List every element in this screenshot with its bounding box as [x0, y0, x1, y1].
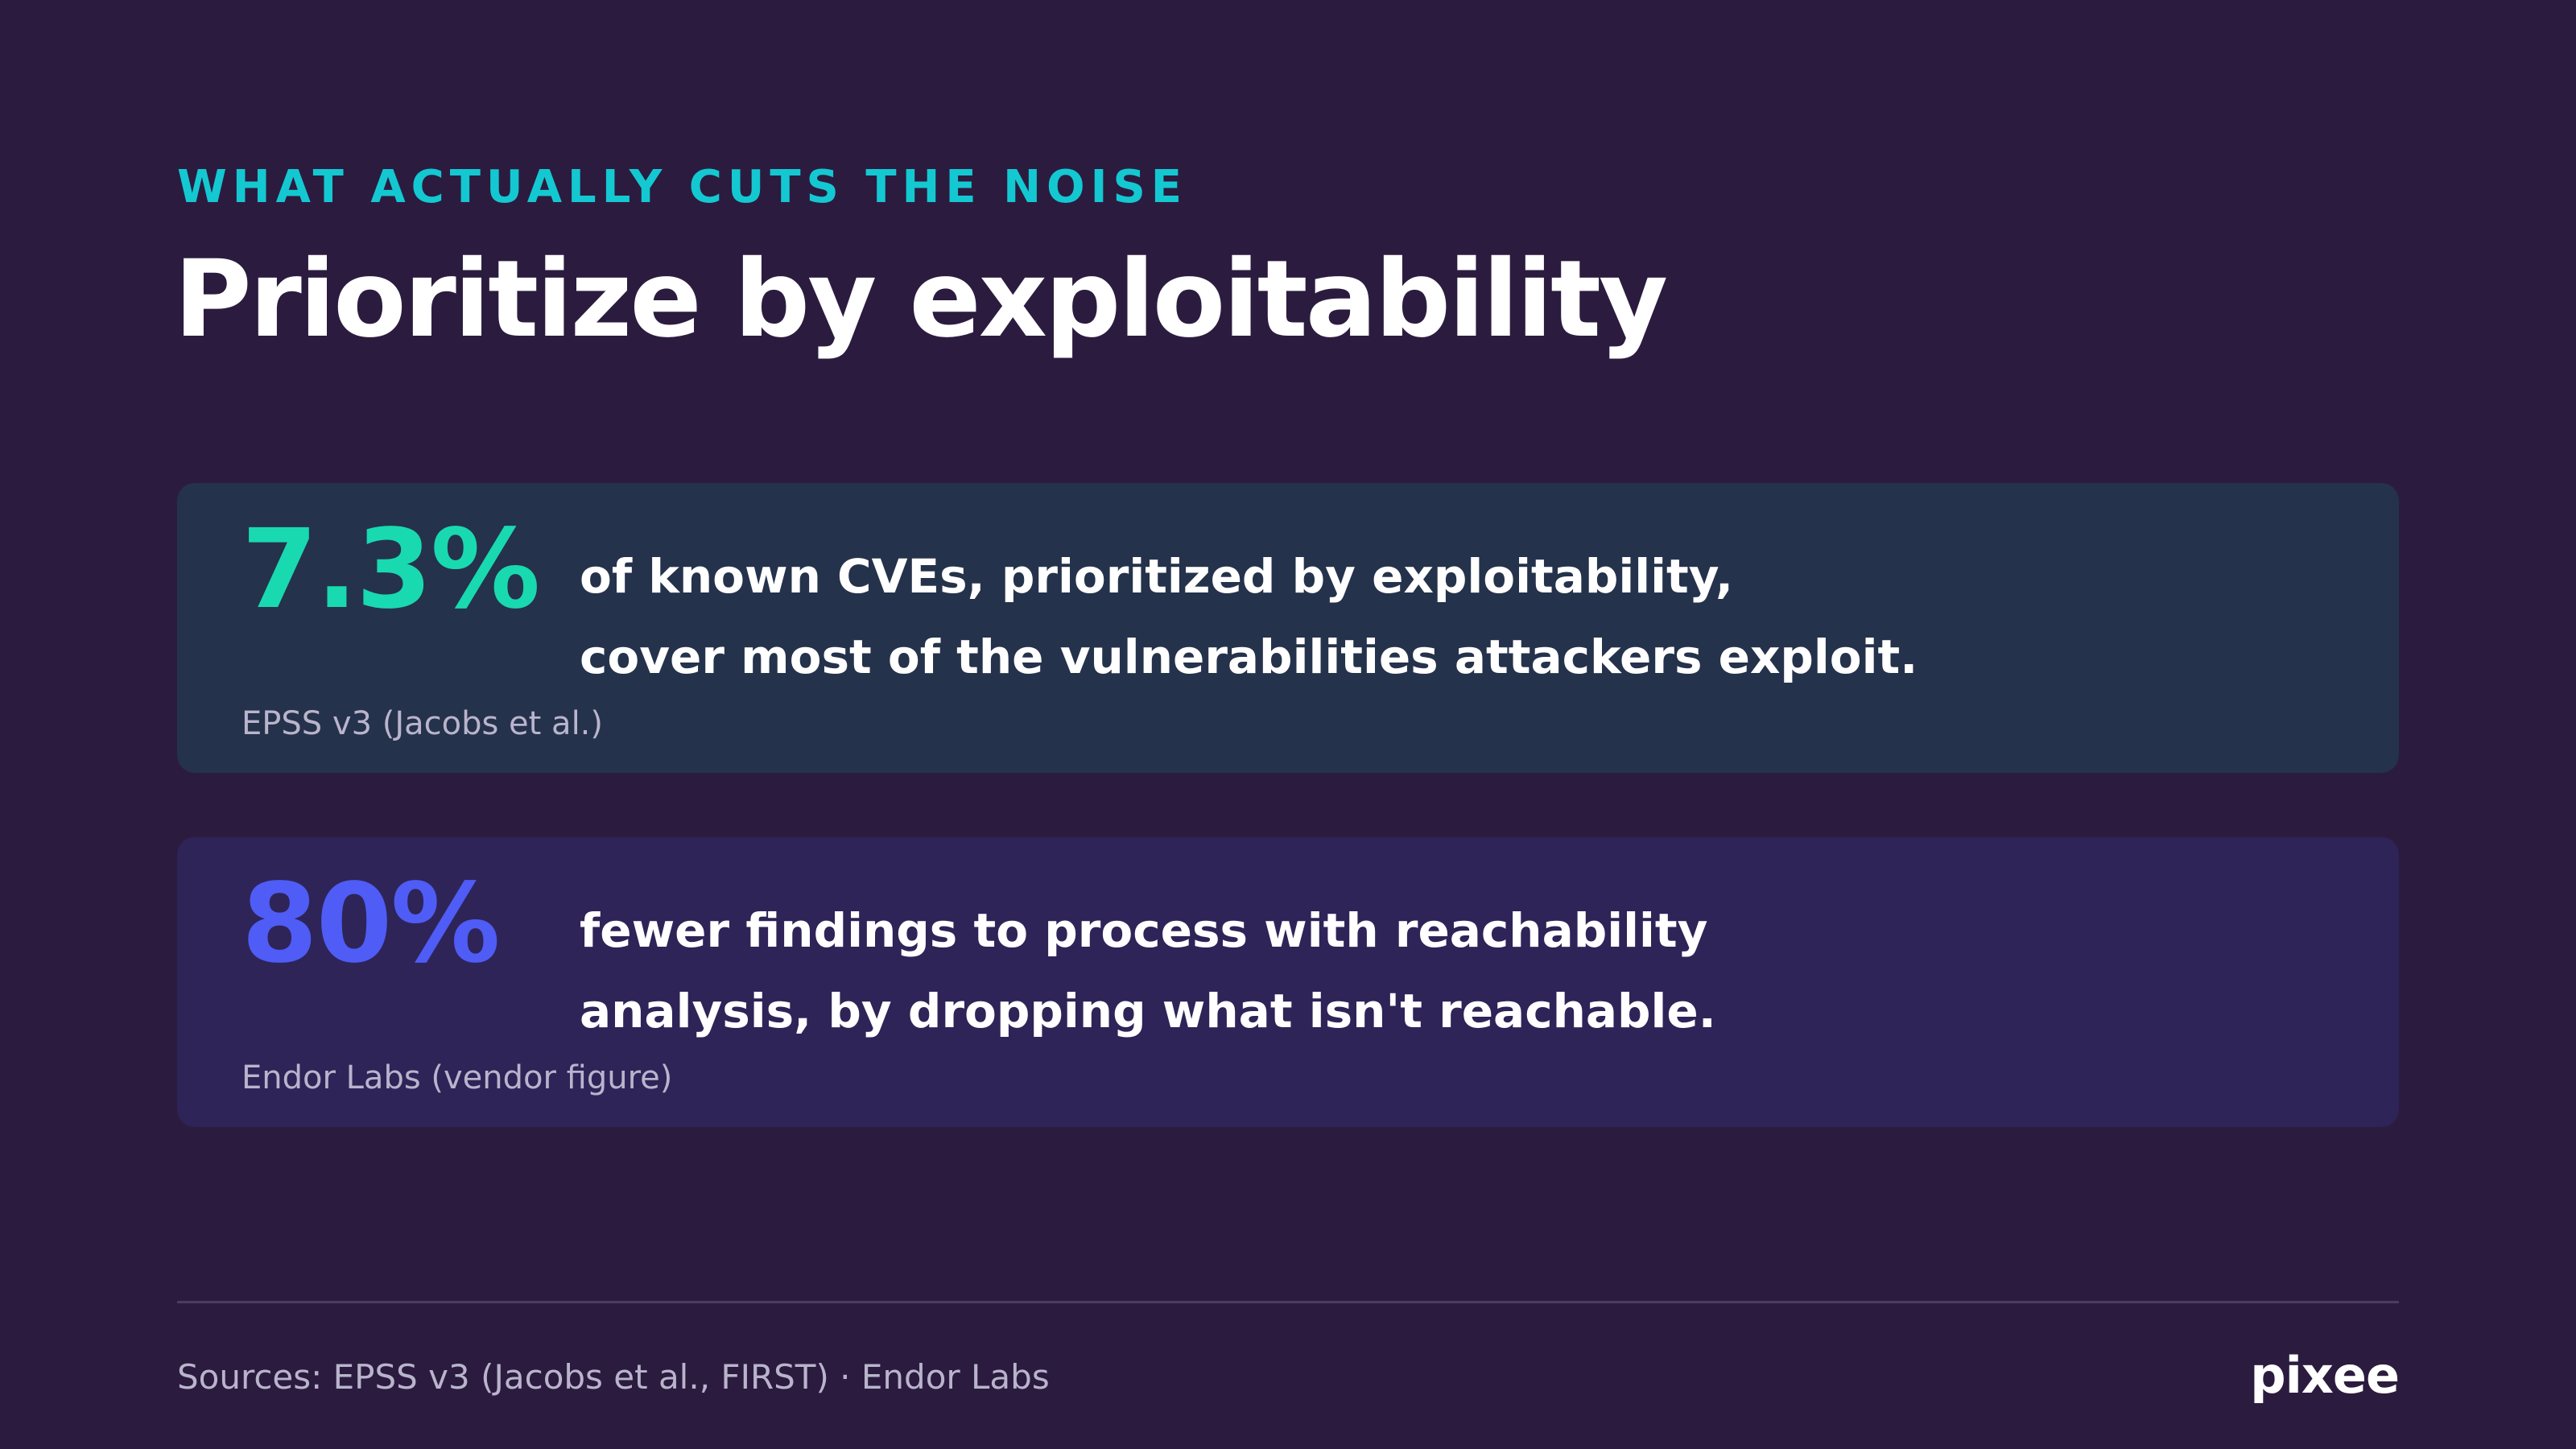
stat-description-line: analysis, by dropping what isn't reachab…: [580, 984, 1716, 1038]
stat-value: 7.3%: [242, 506, 540, 634]
eyebrow-heading: WHAT ACTUALLY CUTS THE NOISE: [177, 161, 1188, 213]
stat-description-line: fewer findings to process with reachabil…: [580, 903, 1708, 958]
stat-value: 80%: [242, 861, 501, 988]
stat-card-reachability: 80% fewer findings to process with reach…: [177, 837, 2399, 1127]
stat-card-epss: 7.3% of known CVEs, prioritized by explo…: [177, 483, 2399, 773]
page-title: Prioritize by exploitability: [174, 237, 1668, 361]
pixee-logo: pixee: [2250, 1346, 2400, 1405]
stat-description-line: of known CVEs, prioritized by exploitabi…: [580, 549, 1734, 604]
footer-divider: [177, 1301, 2399, 1303]
stat-description-line: cover most of the vulnerabilities attack…: [580, 630, 1918, 684]
sources-note: Sources: EPSS v3 (Jacobs et al., FIRST) …: [177, 1357, 1050, 1397]
stat-description: of known CVEs, prioritized by exploitabi…: [580, 536, 1918, 697]
stat-description: fewer findings to process with reachabil…: [580, 890, 1716, 1051]
stat-citation: Endor Labs (vendor figure): [242, 1059, 673, 1096]
stat-citation: EPSS v3 (Jacobs et al.): [242, 705, 604, 742]
